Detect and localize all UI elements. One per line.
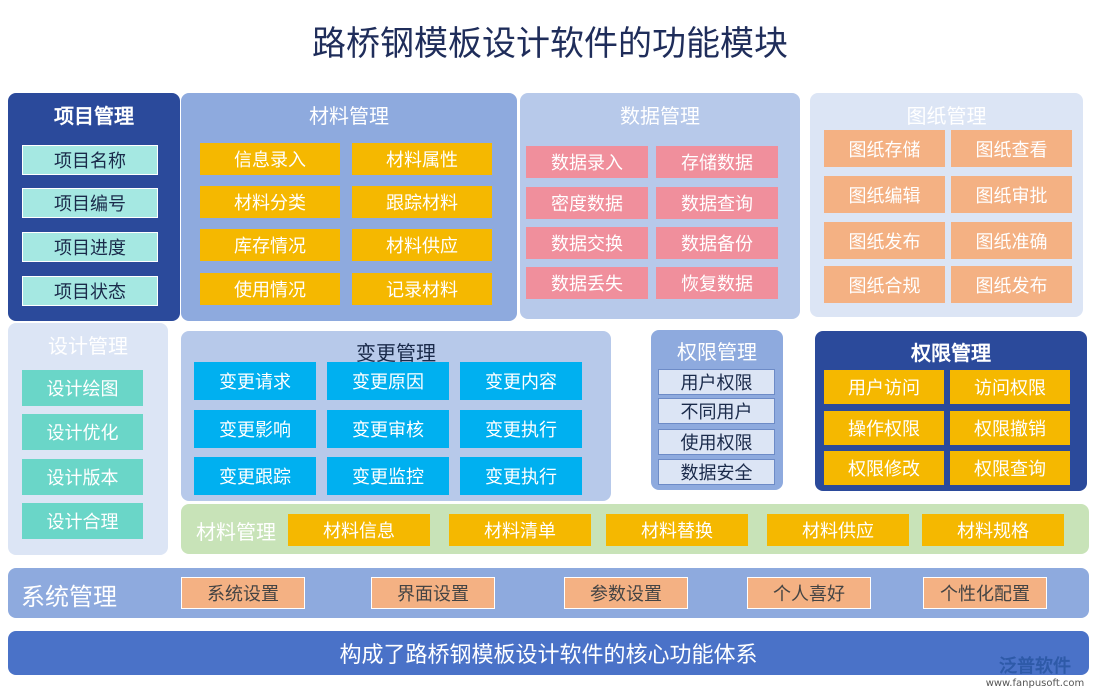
module-item: 数据录入: [526, 146, 648, 178]
logo-url: www.fanpusoft.com: [985, 677, 1085, 689]
module-item: 记录材料: [352, 273, 492, 305]
module-item: 使用情况: [200, 273, 340, 305]
module-title: 项目管理: [54, 103, 134, 128]
module-item: 图纸合规: [824, 266, 945, 303]
module-title: 数据管理: [620, 103, 700, 128]
module-item: 数据安全: [658, 459, 775, 485]
module-item: 材料规格: [922, 514, 1064, 546]
module-item: 界面设置: [371, 577, 495, 609]
module-item: 图纸发布: [951, 266, 1072, 303]
module-item: 不同用户: [658, 398, 775, 424]
module-item: 设计版本: [22, 459, 143, 495]
module-item: 恢复数据: [656, 267, 778, 299]
module-item: 变更内容: [460, 362, 582, 400]
title: 路桥钢模板设计软件的功能模块: [312, 23, 788, 64]
module-item: 参数设置: [564, 577, 688, 609]
module-item: 材料信息: [288, 514, 430, 546]
module-title: 材料管理: [309, 103, 389, 128]
module-title: 图纸管理: [906, 103, 987, 128]
module-item: 变更监控: [327, 457, 449, 495]
module-item: 图纸查看: [951, 130, 1072, 167]
module-item: 图纸审批: [951, 176, 1072, 213]
module-item: 操作权限: [824, 411, 944, 445]
module-item: 用户权限: [658, 369, 775, 395]
module-item: 数据丢失: [526, 267, 648, 299]
module-item: 使用权限: [658, 429, 775, 455]
module-item: 个性化配置: [923, 577, 1047, 609]
module-title: 系统管理: [21, 582, 117, 611]
module-item: 变更执行: [460, 410, 582, 448]
module-item: 材料替换: [606, 514, 748, 546]
module-item: 项目编号: [22, 188, 158, 218]
module-item: 变更审核: [327, 410, 449, 448]
module-item: 变更影响: [194, 410, 316, 448]
module-item: 变更原因: [327, 362, 449, 400]
module-item: 数据查询: [656, 187, 778, 219]
module-item: 材料清单: [449, 514, 591, 546]
module-item: 跟踪材料: [352, 186, 492, 218]
module-item: 信息录入: [200, 143, 340, 175]
module-item: 权限撤销: [950, 411, 1070, 445]
module-item: 图纸存储: [824, 130, 945, 167]
module-item: 设计绘图: [22, 370, 143, 406]
module-item: 数据备份: [656, 227, 778, 259]
module-item: 库存情况: [200, 229, 340, 261]
module-item: 个人喜好: [747, 577, 871, 609]
module-item: 用户访问: [824, 370, 944, 404]
module-item: 图纸准确: [951, 222, 1072, 259]
module-item: 数据交换: [526, 227, 648, 259]
module-item: 项目进度: [22, 232, 158, 262]
module-item: 项目状态: [22, 276, 158, 306]
module-item: 项目名称: [22, 145, 158, 175]
module-item: 系统设置: [181, 577, 305, 609]
logo-name: 泛普软件: [999, 656, 1071, 677]
module-item: 变更执行: [460, 457, 582, 495]
footer: 构成了路桥钢模板设计软件的核心功能体系: [8, 631, 1089, 675]
module-item: 图纸编辑: [824, 176, 945, 213]
module-item: 权限修改: [824, 451, 944, 485]
module-title: 设计管理: [48, 333, 128, 358]
module-title: 权限管理: [677, 339, 757, 364]
module-item: 材料属性: [352, 143, 492, 175]
module-item: 变更跟踪: [194, 457, 316, 495]
module-item: 访问权限: [950, 370, 1070, 404]
module-item: 图纸发布: [824, 222, 945, 259]
module-title: 权限管理: [911, 340, 991, 365]
module-item: 材料供应: [767, 514, 909, 546]
module-item: 存储数据: [656, 146, 778, 178]
module-item: 密度数据: [526, 187, 648, 219]
module-item: 设计优化: [22, 414, 143, 450]
module-title: 变更管理: [356, 340, 436, 365]
module-title: 材料管理: [196, 519, 276, 544]
module-item: 变更请求: [194, 362, 316, 400]
module-item: 材料供应: [352, 229, 492, 261]
module-item: 权限查询: [950, 451, 1070, 485]
module-item: 设计合理: [22, 503, 143, 539]
module-item: 材料分类: [200, 186, 340, 218]
